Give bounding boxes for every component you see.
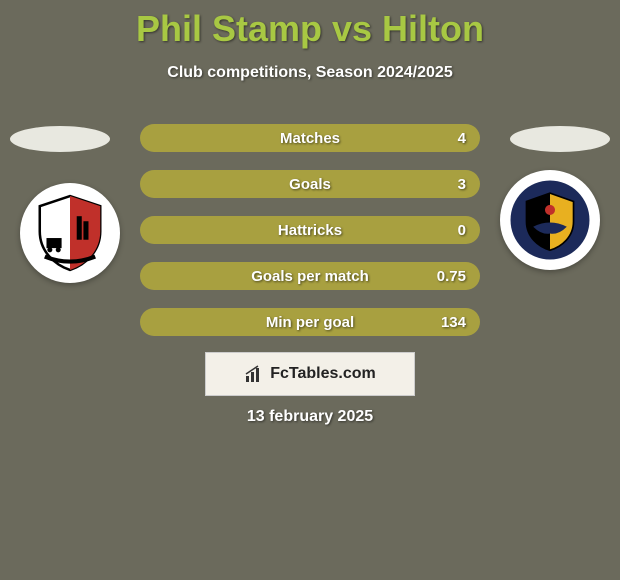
player-ellipse-right xyxy=(510,126,610,152)
chart-icon xyxy=(244,364,264,384)
stat-bar: Hattricks 0 xyxy=(140,216,480,244)
stat-label: Goals xyxy=(140,176,480,193)
stat-bar: Min per goal 134 xyxy=(140,308,480,336)
stat-value: 134 xyxy=(441,314,466,331)
shield-icon xyxy=(28,191,112,275)
stat-value: 0 xyxy=(458,222,466,239)
stat-label: Goals per match xyxy=(140,268,480,285)
stat-label: Hattricks xyxy=(140,222,480,239)
club-crest-left xyxy=(20,183,120,283)
branding-box[interactable]: FcTables.com xyxy=(205,352,415,396)
stat-bar: Matches 4 xyxy=(140,124,480,152)
stat-value: 3 xyxy=(458,176,466,193)
date-text: 13 february 2025 xyxy=(0,408,620,426)
stat-bar: Goals 3 xyxy=(140,170,480,198)
stat-bars: Matches 4 Goals 3 Hattricks 0 Goals per … xyxy=(140,124,480,354)
club-crest-right xyxy=(500,170,600,270)
stat-value: 4 xyxy=(458,130,466,147)
stat-label: Min per goal xyxy=(140,314,480,331)
branding-text: FcTables.com xyxy=(270,365,376,383)
player-ellipse-left xyxy=(10,126,110,152)
shield-icon xyxy=(508,178,592,262)
stat-value: 0.75 xyxy=(437,268,466,285)
page-title: Phil Stamp vs Hilton xyxy=(0,0,620,50)
subtitle: Club competitions, Season 2024/2025 xyxy=(0,64,620,82)
stat-label: Matches xyxy=(140,130,480,147)
stat-bar: Goals per match 0.75 xyxy=(140,262,480,290)
